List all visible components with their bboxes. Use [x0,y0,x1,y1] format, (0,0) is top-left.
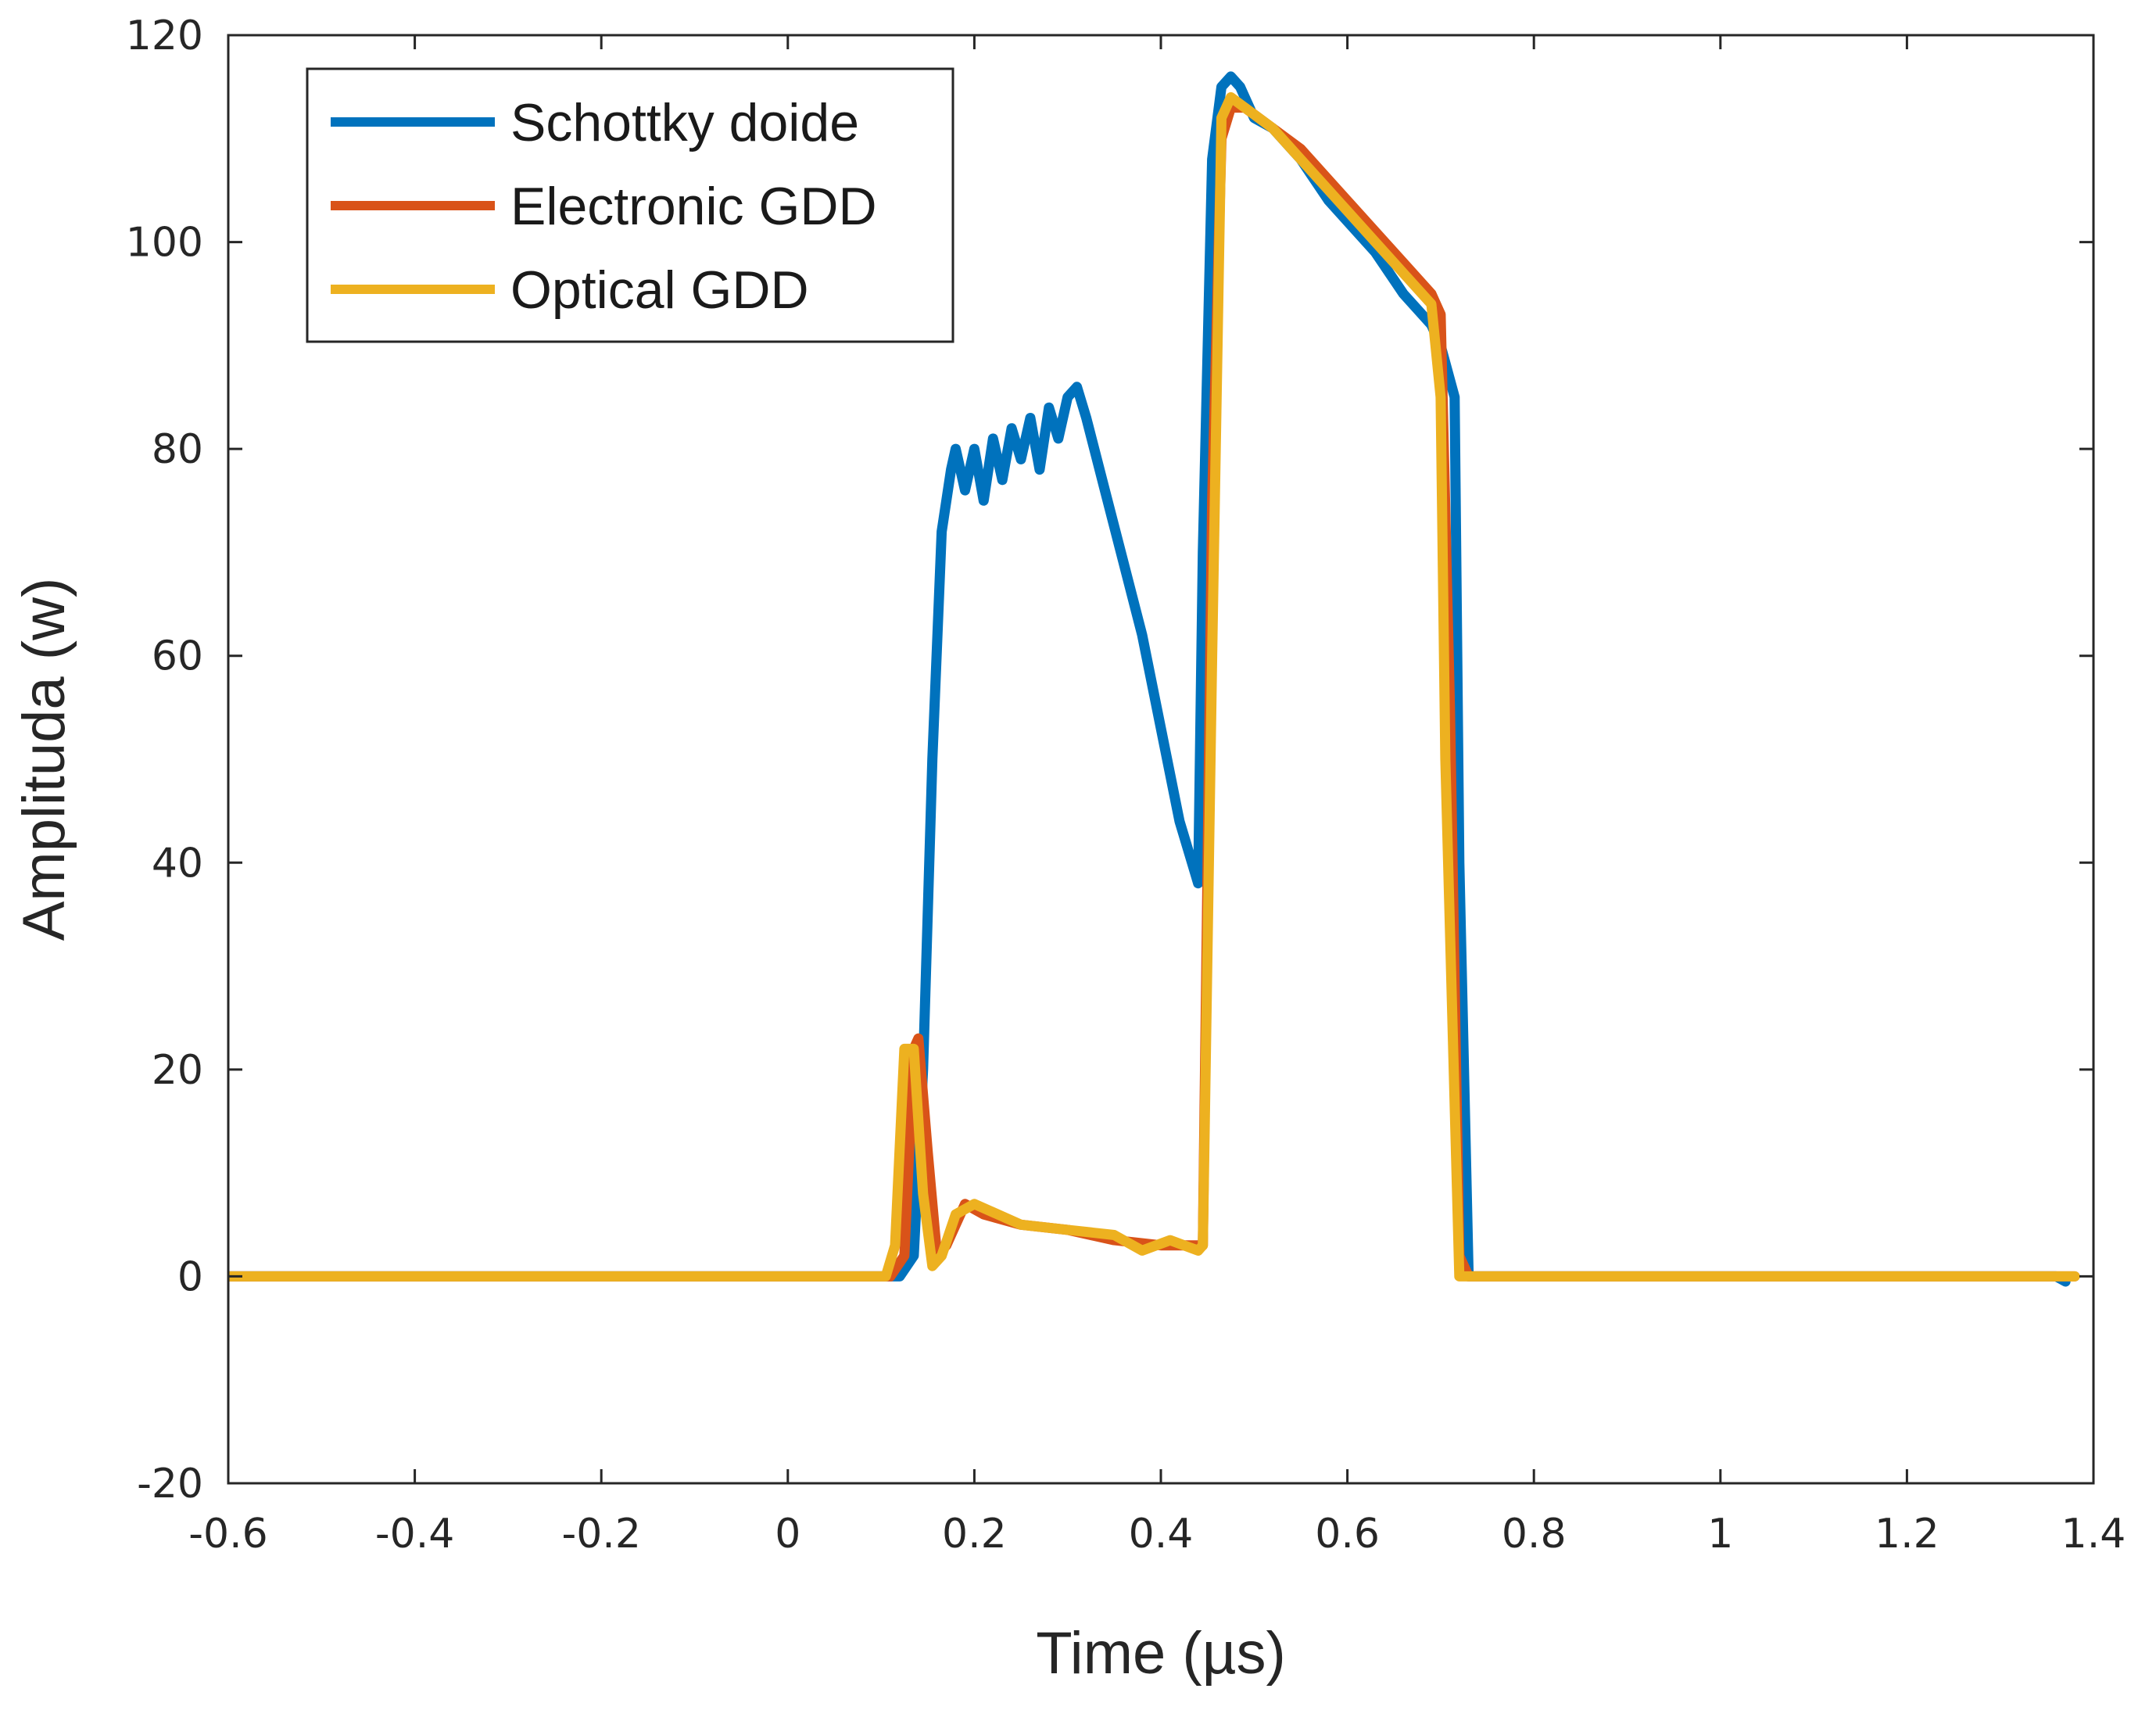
tick-marks [227,34,2095,1485]
series-line-optical-gdd [228,91,2080,1282]
y-tick-label: 40 [152,840,203,887]
y-tick-label: 100 [126,220,203,267]
x-axis-label: Time (µs) [1036,1620,1286,1687]
x-tick-label: 1.2 [1875,1511,1939,1558]
y-tick-label: -20 [137,1461,203,1508]
series-line-schottky-doide [228,71,2071,1287]
legend-label: Schottky doide [510,93,859,152]
x-tick-label: 1.4 [2061,1511,2126,1558]
x-tick-label: 0.6 [1315,1511,1380,1558]
y-axis-label: Amplituda (w) [11,578,77,941]
y-tick-label: 0 [177,1253,203,1300]
legend-label: Electronic GDD [510,177,877,236]
legend-label: Optical GDD [510,260,809,320]
x-tick-label: 1 [1707,1511,1733,1558]
x-tick-label: 0.8 [1502,1511,1567,1558]
x-tick-label: 0 [775,1511,800,1558]
x-tick-label: 0.4 [1129,1511,1194,1558]
x-tick-labels: -0.6 -0.4 -0.2 0 0.2 0.4 0.6 0.8 1 1.2 1.4 [188,1511,2126,1558]
y-tick-labels: -20 0 20 40 60 80 100 120 [126,13,203,1508]
y-tick-label: 60 [152,633,203,680]
y-tick-label: 20 [152,1047,203,1094]
x-tick-label: -0.2 [561,1511,640,1558]
legend: Schottky doide Electronic GDD Optical GDD [306,67,954,343]
y-tick-label: 120 [126,13,203,59]
y-tick-label: 80 [152,426,203,473]
series-group [228,71,2080,1287]
x-tick-label: 0.2 [942,1511,1007,1558]
x-tick-label: -0.4 [375,1511,454,1558]
x-tick-label: -0.6 [188,1511,267,1558]
